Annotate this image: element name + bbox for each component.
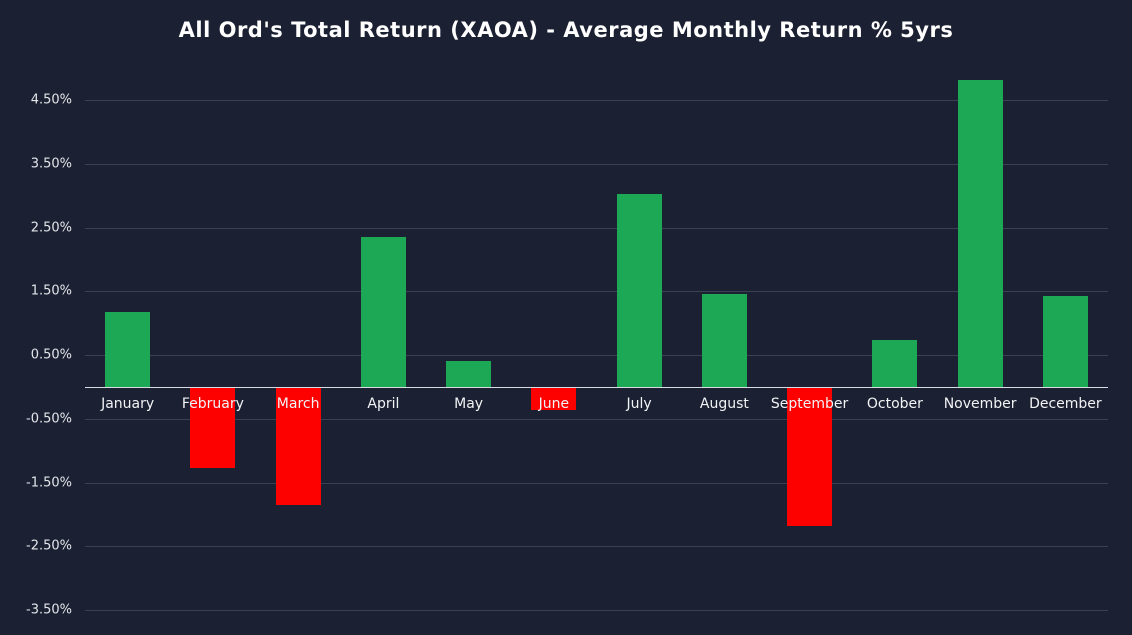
y-tick-label: -1.50% [26,475,72,490]
bar-july [616,194,662,387]
y-tick-label: 3.50% [30,156,72,172]
month-label-november: November [943,395,1017,412]
month-label-january: January [101,395,155,412]
bar-april [360,237,406,387]
bar-october [872,340,918,387]
gridline [85,610,1108,611]
gridline [85,100,1108,101]
bar-september [787,386,833,526]
bar-august [701,293,747,387]
bar-november [957,79,1003,387]
month-label-april: April [367,395,400,412]
y-tick-label: 2.50% [30,220,72,235]
gridline [85,227,1108,229]
gridline [85,355,1108,356]
y-tick-label: 0.50% [30,347,72,363]
bar-december [1042,295,1088,387]
month-label-september: September [770,395,849,412]
month-label-february: February [181,395,244,412]
gridline [85,482,1108,484]
month-label-december: December [1029,395,1102,412]
bar-january [105,311,151,387]
month-label-may: May [454,395,484,412]
month-label-august: August [699,395,749,412]
chart-title: All Ord's Total Return (XAOA) - Average … [178,18,954,42]
gridline [85,418,1108,420]
month-label-march: March [276,395,320,412]
month-label-october: October [866,395,923,412]
y-tick-label: 4.50% [30,92,72,108]
y-tick-label: -0.50% [26,411,72,427]
bar-february [190,386,236,468]
month-label-june: June [538,395,570,412]
gridline [85,163,1108,165]
month-label-july: July [626,395,652,412]
gridline [85,291,1108,293]
bar-march [275,386,321,506]
y-tick-label: 1.50% [30,283,72,299]
y-tick-label: -2.50% [26,538,72,554]
bar-may [446,360,492,387]
bar-june [531,386,577,410]
gridline [85,546,1108,548]
x-axis-line [85,386,1108,388]
y-tick-label: -3.50% [26,602,72,618]
